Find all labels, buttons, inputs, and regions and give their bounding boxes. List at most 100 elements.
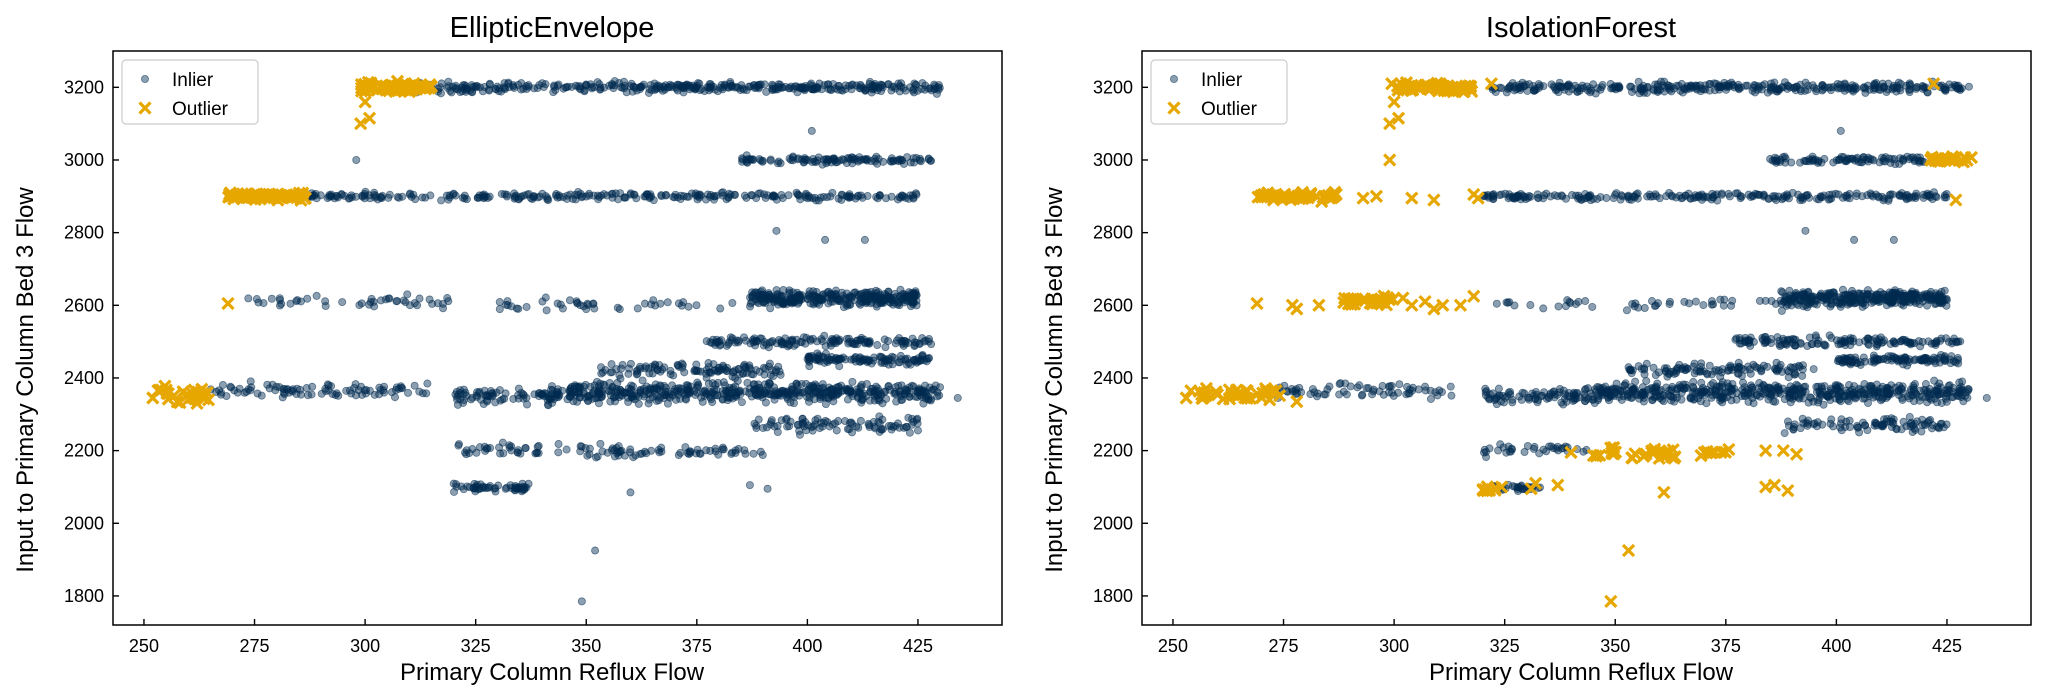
inlier-point [657, 191, 666, 200]
inlier-point [1681, 383, 1690, 392]
inlier-point [731, 446, 740, 455]
inlier-point [1751, 189, 1760, 198]
inlier-point [730, 190, 739, 199]
inlier-point [1910, 424, 1919, 433]
y-tick-label: 2600 [64, 295, 104, 315]
inlier-point [1891, 160, 1900, 169]
inlier-point [1848, 154, 1857, 163]
inlier-point [815, 79, 824, 88]
inlier-point [1808, 152, 1817, 161]
inlier-point [321, 297, 330, 306]
inlier-point [1851, 394, 1860, 403]
outlier-point [221, 296, 235, 311]
inlier-point [1780, 429, 1789, 438]
inlier-point [897, 193, 906, 202]
inlier-point [684, 385, 693, 394]
inlier-point [755, 155, 764, 164]
inlier-point [1647, 297, 1656, 306]
inlier-point [1875, 158, 1884, 167]
inlier-point [864, 288, 873, 297]
inlier-point [638, 376, 647, 385]
inlier-point [785, 154, 794, 163]
inlier-point [591, 394, 600, 403]
inlier-point [443, 83, 452, 92]
inlier-point [1505, 190, 1514, 199]
inlier-point [649, 296, 658, 305]
inlier-point [1809, 365, 1818, 374]
inlier-point [641, 362, 650, 371]
inlier-point [376, 193, 385, 202]
inlier-point [1902, 195, 1911, 204]
inlier-point [1805, 333, 1814, 342]
inlier-point [702, 365, 711, 374]
inlier-point [748, 288, 757, 297]
inlier-point [801, 191, 810, 200]
inlier-point [834, 82, 843, 91]
inlier-point [882, 355, 891, 364]
inlier-point [769, 297, 778, 306]
inlier-point [577, 597, 586, 606]
inlier-point [1874, 298, 1883, 307]
inlier-point [567, 392, 576, 401]
inlier-point [864, 419, 873, 428]
inlier-point [1903, 152, 1912, 161]
inlier-point [1744, 362, 1753, 371]
inlier-point [765, 359, 774, 368]
inlier-point [781, 339, 790, 348]
inlier-point [541, 80, 550, 89]
inlier-point [908, 334, 917, 343]
inlier-point [873, 293, 882, 302]
inlier-point [585, 450, 594, 459]
inlier-point [502, 483, 511, 492]
inlier-point [649, 384, 658, 393]
inlier-point [1770, 153, 1779, 162]
inlier-point [1535, 449, 1544, 458]
inlier-point [1426, 394, 1435, 403]
inlier-point [1645, 190, 1654, 199]
inlier-point [1818, 193, 1827, 202]
inlier-point [1778, 153, 1787, 162]
inlier-point [259, 299, 268, 308]
inlier-point [750, 419, 759, 428]
inlier-point [1719, 301, 1728, 310]
inlier-point [1379, 390, 1388, 399]
inlier-point [620, 388, 629, 397]
inlier-point [473, 193, 482, 202]
inlier-point [1892, 354, 1901, 363]
inlier-point [1724, 363, 1733, 372]
inlier-point [462, 195, 471, 204]
inlier-point [924, 155, 933, 164]
inlier-point [895, 87, 904, 96]
inlier-point [385, 190, 394, 199]
inlier-point [615, 79, 624, 88]
inlier-point [624, 397, 633, 406]
inlier-point [1699, 367, 1708, 376]
inlier-point [1668, 192, 1677, 201]
inlier-point [717, 188, 726, 197]
inlier-point [907, 381, 916, 390]
inlier-point [1897, 425, 1906, 434]
inlier-point [1681, 191, 1690, 200]
inlier-point [779, 285, 788, 294]
inlier-point [1905, 88, 1914, 97]
inlier-point [333, 193, 342, 202]
inlier-point [1685, 84, 1694, 93]
inlier-point [626, 82, 635, 91]
inlier-point [581, 393, 590, 402]
inlier-point [899, 423, 908, 432]
inlier-point [547, 385, 556, 394]
outlier-point [239, 190, 253, 205]
inlier-point [751, 83, 760, 92]
inlier-point [1755, 296, 1764, 305]
inlier-point [1923, 88, 1932, 97]
inlier-point [647, 192, 656, 201]
inlier-point [652, 84, 661, 93]
inlier-point [686, 83, 695, 92]
inlier-point [1561, 194, 1570, 203]
inlier-point [903, 153, 912, 162]
inlier-point [626, 445, 635, 454]
inlier-point [428, 299, 437, 308]
x-tick-label: 275 [240, 636, 270, 656]
inlier-point [1866, 189, 1875, 198]
inlier-point [766, 389, 775, 398]
